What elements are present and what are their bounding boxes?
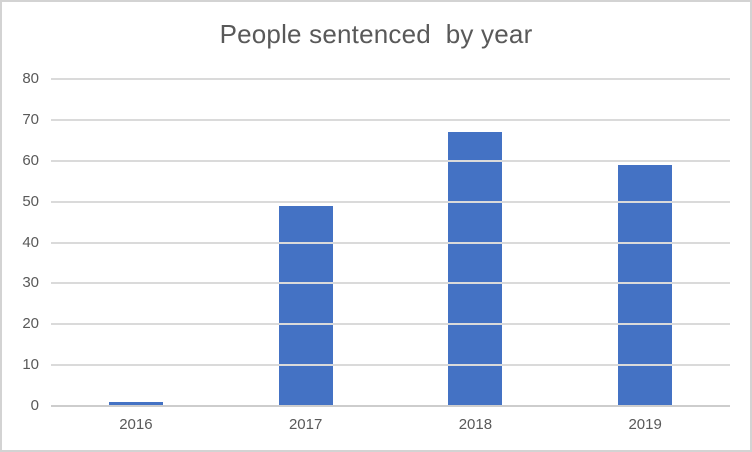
y-tick-label-10: 10 xyxy=(22,356,39,374)
gridline-50 xyxy=(51,200,730,203)
x-tick-label-2019: 2019 xyxy=(628,416,662,433)
bar-category-2018 xyxy=(391,79,561,406)
bar-category-2017 xyxy=(221,79,391,406)
gridline-40 xyxy=(51,241,730,244)
y-tick-label-40: 40 xyxy=(22,233,39,251)
bar-category-2016 xyxy=(51,79,221,406)
y-tick-label-30: 30 xyxy=(22,274,39,292)
x-axis-line xyxy=(51,405,730,407)
y-tick-label-80: 80 xyxy=(22,70,39,87)
x-tick-label-2017: 2017 xyxy=(288,416,323,433)
gridline-30 xyxy=(51,282,730,285)
gridline-20 xyxy=(51,323,730,326)
x-tick-label-2016: 2016 xyxy=(119,416,153,433)
y-tick-label-70: 70 xyxy=(22,110,39,128)
chart-title: People sentenced by year xyxy=(219,19,533,49)
y-axis: 0 10 20 30 40 50 60 70 80 xyxy=(2,70,39,414)
y-tick-label-20: 20 xyxy=(22,315,39,333)
x-tick-label-2018: 2018 xyxy=(458,416,493,433)
gridline-10 xyxy=(51,364,730,367)
y-tick-label-0: 0 xyxy=(30,397,39,414)
bar-2017 xyxy=(278,205,333,406)
bar-2016 xyxy=(108,401,163,406)
y-tick-label-50: 50 xyxy=(22,192,39,210)
bar-series xyxy=(51,79,730,406)
gridline-60 xyxy=(51,159,730,162)
x-axis: 2016 2017 2018 2019 xyxy=(51,416,730,433)
plot-area xyxy=(51,78,730,407)
y-tick-label-60: 60 xyxy=(22,151,39,169)
bar-2018 xyxy=(448,132,503,406)
gridline-70 xyxy=(51,118,730,121)
gridline-80 xyxy=(51,78,730,80)
